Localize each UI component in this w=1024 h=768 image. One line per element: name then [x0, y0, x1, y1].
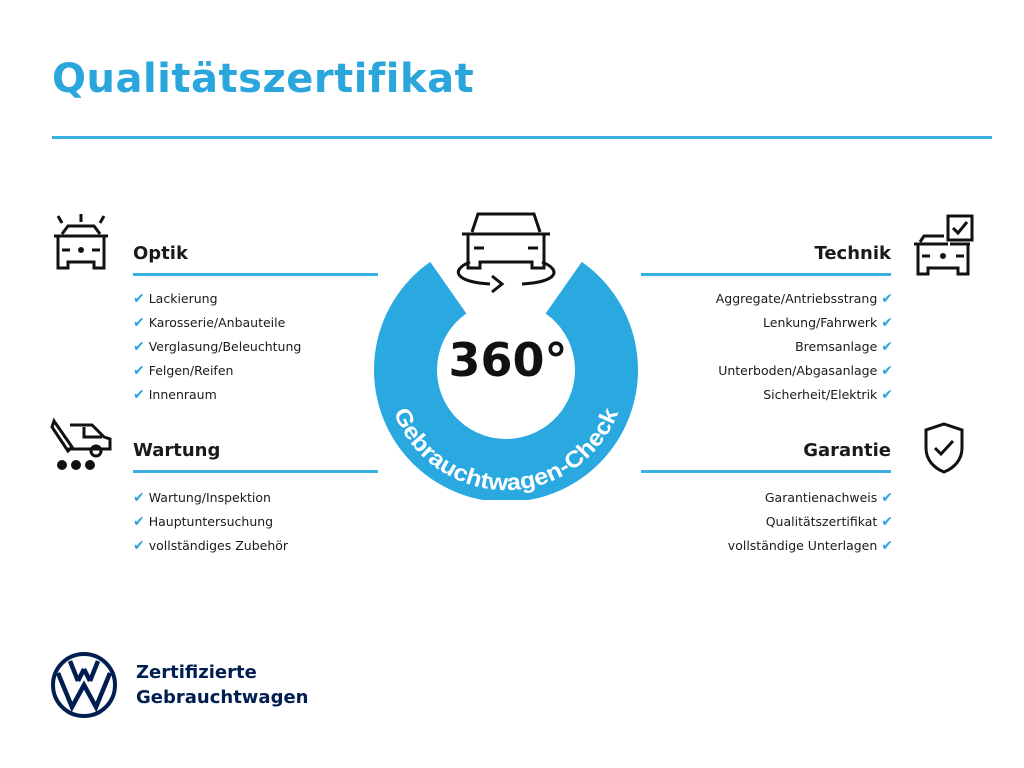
section-heading-wartung: Wartung — [133, 440, 221, 461]
section-heading-optik: Optik — [133, 243, 188, 264]
check-icon: ✔ — [881, 538, 893, 554]
section-heading-technik: Technik — [814, 243, 891, 264]
check-icon: ✔ — [881, 315, 893, 331]
360-label: 360° — [448, 333, 567, 387]
list-item: ✔ Innenraum — [133, 387, 217, 403]
footer-line-2: Gebrauchtwagen — [136, 687, 309, 708]
footer-brand-text: Zertifizierte Gebrauchtwagen — [136, 660, 308, 710]
list-item: ✔ Verglasung/Beleuchtung — [133, 339, 302, 355]
check-icon: ✔ — [881, 387, 893, 403]
360-check-badge: 360° Gebrauchtwagen-Check — [374, 212, 638, 500]
list-item: ✔ Hauptuntersuchung — [133, 514, 274, 530]
list-item: Sicherheit/Elektrik ✔ — [763, 387, 893, 403]
footer-line-1: Zertifizierte — [136, 662, 257, 683]
list-item: vollständige Unterlagen ✔ — [727, 538, 893, 554]
check-icon: ✔ — [133, 387, 145, 403]
check-icon: ✔ — [133, 315, 145, 331]
list-item: Bremsanlage ✔ — [795, 339, 893, 355]
list-item: Garantienachweis ✔ — [764, 490, 893, 506]
check-icon: ✔ — [133, 538, 145, 554]
check-icon: ✔ — [881, 291, 893, 307]
list-item: Qualitätszertifikat ✔ — [765, 514, 893, 530]
wartung-list: ✔ Wartung/Inspektion ✔ Hauptuntersuchung… — [133, 486, 288, 558]
service-van-wrench-icon — [50, 417, 112, 470]
check-icon: ✔ — [881, 363, 893, 379]
section-divider — [133, 273, 378, 276]
optik-list: ✔ Lackierung ✔ Karosserie/Anbauteile ✔ V… — [133, 287, 301, 407]
shield-check-icon — [924, 422, 964, 474]
check-icon: ✔ — [133, 363, 145, 379]
ring — [374, 261, 638, 500]
technik-list: Aggregate/Antriebsstrang ✔ Lenkung/Fahrw… — [600, 287, 893, 407]
section-divider — [133, 470, 378, 473]
garantie-list: Garantienachweis ✔ Qualitätszertifikat ✔… — [600, 486, 893, 558]
section-heading-garantie: Garantie — [803, 440, 891, 461]
check-icon: ✔ — [881, 339, 893, 355]
check-icon: ✔ — [133, 514, 145, 530]
check-icon: ✔ — [881, 490, 893, 506]
list-item: ✔ vollständiges Zubehör — [133, 538, 289, 554]
check-icon: ✔ — [133, 490, 145, 506]
section-divider — [641, 273, 891, 276]
check-icon: ✔ — [133, 291, 145, 307]
check-icon: ✔ — [133, 339, 145, 355]
list-item: ✔ Wartung/Inspektion — [133, 490, 271, 506]
car-lights-icon — [54, 214, 108, 270]
car-checkbox-icon — [914, 214, 974, 276]
section-divider — [641, 470, 891, 473]
page-title: Qualitätszertifikat — [52, 56, 475, 102]
title-divider — [52, 136, 992, 139]
list-item: ✔ Lackierung — [133, 291, 218, 307]
list-item: Unterboden/Abgasanlage ✔ — [718, 363, 893, 379]
list-item: Aggregate/Antriebsstrang ✔ — [715, 291, 893, 307]
list-item: ✔ Karosserie/Anbauteile — [133, 315, 286, 331]
vw-logo — [51, 652, 117, 718]
check-icon: ✔ — [881, 514, 893, 530]
car-360-rotate-icon — [457, 212, 556, 294]
list-item: Lenkung/Fahrwerk ✔ — [763, 315, 893, 331]
list-item: ✔ Felgen/Reifen — [133, 363, 234, 379]
